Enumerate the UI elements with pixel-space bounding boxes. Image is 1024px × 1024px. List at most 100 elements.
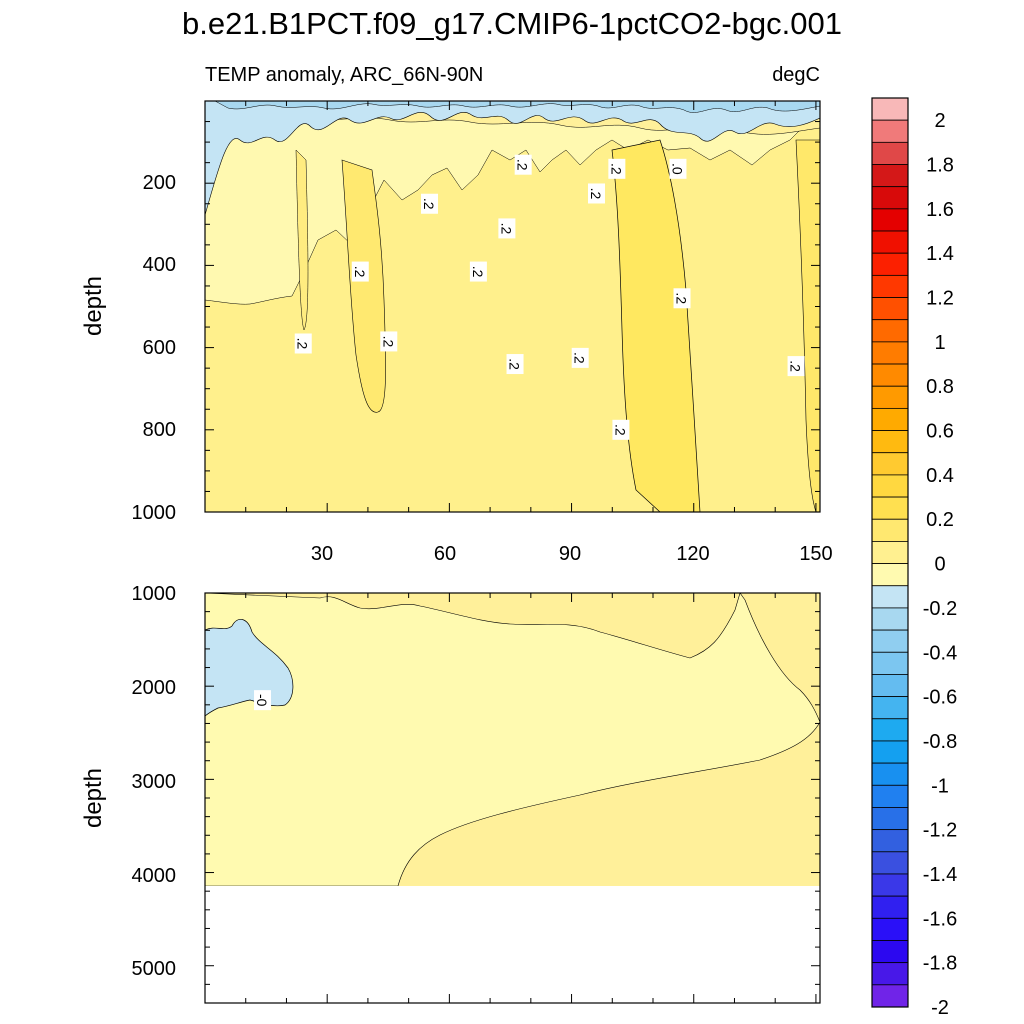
colorbar-swatch [871,784,909,808]
upper-x-tick-label-4: 120 [676,543,709,565]
contour-label-background [469,261,487,282]
colorbar-swatch [871,962,909,986]
contour-label-background [608,158,626,179]
colorbar-swatch [871,718,909,742]
contour-label-background [294,333,312,354]
contour-label-background [506,354,524,375]
lower-panel-fills [205,593,820,886]
upper-contour-label: .2 [498,218,516,239]
colorbar-swatch [871,496,909,520]
colorbar-swatch [871,97,909,121]
colorbar-swatch [871,230,909,254]
colorbar-tick-label: -0.2 [923,598,957,620]
contour-label-text: .2 [295,338,311,350]
contour-label-text: .2 [572,352,588,364]
colorbar-swatch [871,363,909,387]
upper-x-tick-label-1: 30 [311,543,333,565]
upper-contour-label: .2 [787,356,805,377]
lower-panel-low-anomaly-region [205,593,820,886]
contour-label-text: .0 [669,163,685,175]
upper-panel-negative-top-region [205,101,820,216]
colorbar-tick-label: -1.8 [923,953,957,975]
colorbar-swatch [871,696,909,720]
colorbar-swatch [871,851,909,875]
contour-label-text: .2 [608,163,624,175]
lower-y-tick-label-4: 4000 [132,865,177,887]
upper-panel-right-plume-region [795,139,820,512]
colorbar-tick-label: 0.8 [926,376,954,398]
colorbar-tick-label: -1.4 [923,864,957,886]
lower-y-tick-label-3: 3000 [132,771,177,793]
colorbar-swatch [871,518,909,542]
colorbar-swatch [871,319,909,343]
colorbar-tick-label: 1.4 [926,243,954,265]
contour-label-background [351,261,369,282]
upper-contour-label: .2 [294,333,312,354]
contour-label-text: .2 [515,159,531,171]
axis-ticks [205,101,820,1004]
colorbar-swatch [871,873,909,897]
colorbar-swatch [871,341,909,365]
contour-label-text: .2 [674,292,690,304]
contour-label-text: .2 [612,424,628,436]
contour-label-background [254,690,272,711]
colorbar-swatch [871,274,909,298]
upper-y-tick-label-2: 400 [143,254,176,276]
upper-y-axis-title: depth [80,276,107,336]
colorbar-swatch [871,164,909,188]
colorbar-swatch [871,917,909,941]
colorbar-swatch [871,984,909,1008]
lower-y-axis-title: depth [80,768,107,828]
colorbar-tick-label: 0.4 [926,465,954,487]
upper-contour-label: .2 [514,154,532,175]
colorbar-swatch [871,674,909,698]
colorbar-tick-label: 1.8 [926,155,954,177]
colorbar-swatch [871,607,909,631]
upper-panel-fills [205,101,820,512]
upper-panel-narrow-plume-region [295,149,309,331]
upper-x-tick-label-2: 60 [434,543,456,565]
contour-label-background [787,356,805,377]
colorbar-swatch [871,252,909,276]
upper-panel-negative-core-region [214,101,820,113]
upper-x-tick-label-3: 90 [559,543,581,565]
lower-y-tick-label-2: 2000 [132,677,177,699]
colorbar-tick-label: -1.2 [923,820,957,842]
colorbar-tick-label: 1.6 [926,199,954,221]
colorbar-tick-label: -0.8 [923,731,957,753]
colorbar-swatch [871,740,909,764]
colorbar-swatch [871,651,909,675]
contour-label-background [587,183,605,204]
colorbar-swatch [871,563,909,587]
colorbar-tick-label: 0.6 [926,421,954,443]
contour-label-background [571,347,589,368]
contour-label-background [421,193,439,214]
colorbar-tick-label: -1.6 [923,908,957,930]
upper-y-tick-label-5: 1000 [132,502,177,524]
colorbar-swatch [871,895,909,919]
upper-contour-label: .2 [673,288,691,309]
contour-label-text: .2 [380,336,396,348]
colorbar-tick-label: -0.4 [923,642,957,664]
contour-label-background [669,158,687,179]
upper-contour-label: .2 [506,354,524,375]
upper-contour-label: .2 [469,261,487,282]
upper-panel-mid-plume-region [341,159,386,413]
colorbar-swatch [871,585,909,609]
colorbar-swatch [871,452,909,476]
contour-label-background [612,419,630,440]
contour-label-text: .2 [588,188,604,200]
colorbar-tick-label: 2 [934,110,945,132]
contour-label-text: .2 [788,360,804,372]
contour-label-background [514,154,532,175]
upper-contour-label: .2 [612,419,630,440]
colorbar-swatch [871,762,909,786]
upper-x-tick-label-5: 150 [799,543,832,565]
upper-contour-label: .2 [571,347,589,368]
colorbar-swatch [871,541,909,564]
contour-label-background [380,331,398,352]
upper-contour-label: .2 [351,261,369,282]
upper-contour-label: .2 [587,183,605,204]
colorbar-tick-label: 0 [934,554,945,576]
